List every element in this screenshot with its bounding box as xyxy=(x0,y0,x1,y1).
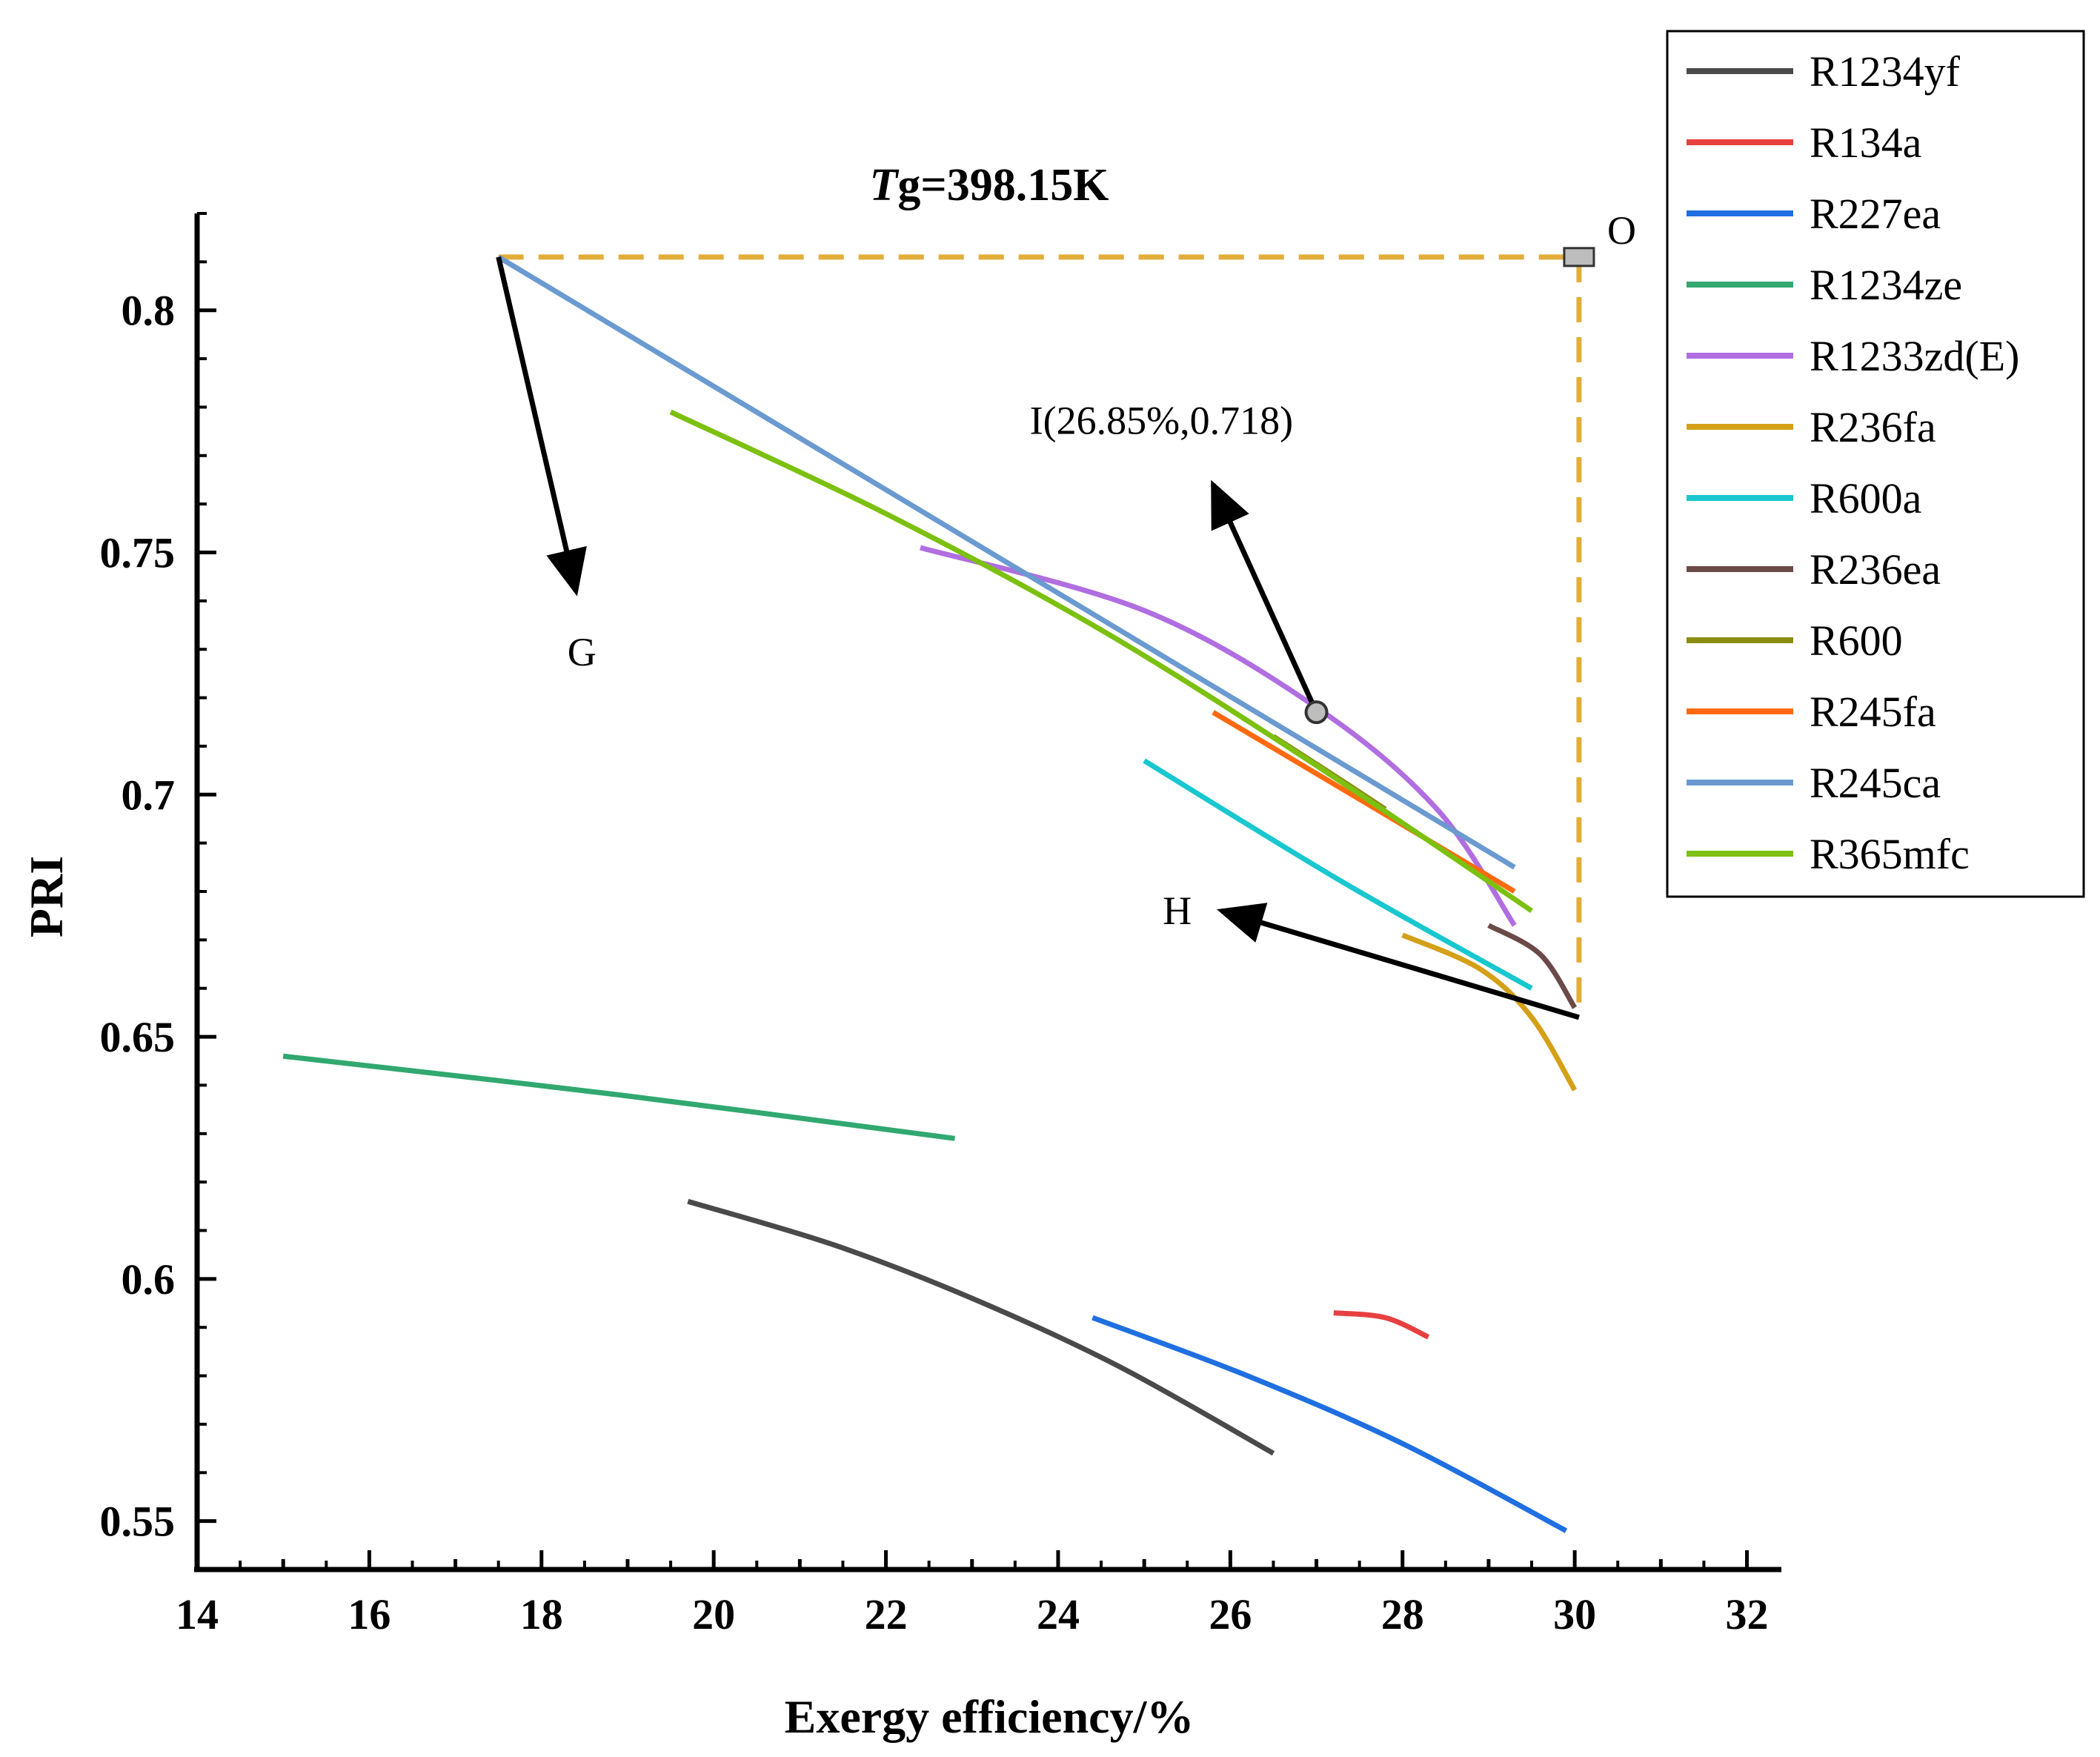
legend-label: R245fa xyxy=(1810,688,1936,736)
legend: R1234yf R134a R227ea R1234ze R1233zd(E) R236f… xyxy=(1687,47,2020,878)
legend-box xyxy=(1666,30,2085,898)
reference-lines xyxy=(498,254,1582,1017)
chart-title: Tg=398.15K xyxy=(870,160,1109,210)
x-tick-label: 26 xyxy=(1209,1590,1252,1638)
y-tick-label: 0.6 xyxy=(122,1255,176,1303)
series-line-r245fa xyxy=(1212,710,1516,894)
x-tick-label: 18 xyxy=(520,1590,563,1638)
y-tick-label: 0.55 xyxy=(100,1498,176,1546)
x-tick-label: 14 xyxy=(176,1590,219,1638)
legend-label: R236ea xyxy=(1810,545,1941,594)
y-tick-label: 0.8 xyxy=(122,287,176,335)
series-line-r245ca xyxy=(496,254,1516,870)
y-axis-title: PRI xyxy=(20,856,73,937)
y-tick-label: 0.7 xyxy=(122,771,176,819)
series-line-r227ea xyxy=(1091,1315,1568,1533)
x-ticks: 14 16 18 20 22 24 26 28 30 32 xyxy=(176,1550,1769,1638)
annotations: G H I(26.85%,0.718) O xyxy=(496,208,1636,1020)
y-ticks: 0.55 0.6 0.65 0.7 0.75 0.8 xyxy=(100,212,216,1571)
arrow-h xyxy=(1217,903,1580,1020)
x-tick-label: 32 xyxy=(1726,1590,1769,1638)
legend-label: R600a xyxy=(1810,474,1921,522)
x-tick-label: 22 xyxy=(865,1590,908,1638)
legend-label: R245ca xyxy=(1810,759,1941,807)
series-lines xyxy=(282,254,1578,1533)
x-tick-label: 30 xyxy=(1553,1590,1596,1638)
x-tick-label: 28 xyxy=(1381,1590,1424,1638)
legend-label: R1234ze xyxy=(1810,261,1962,309)
x-tick-label: 20 xyxy=(692,1590,735,1638)
legend-label: R236fa xyxy=(1810,403,1936,451)
series-line-r1234ze xyxy=(282,1053,955,1141)
series-line-r134a xyxy=(1333,1310,1430,1340)
series-line-r1234yf xyxy=(687,1198,1275,1456)
annotation-label-o: O xyxy=(1607,208,1636,253)
legend-label: R600 xyxy=(1810,617,1903,665)
x-tick-label: 16 xyxy=(348,1590,391,1638)
y-tick-label: 0.75 xyxy=(100,529,176,577)
series-line-r600a xyxy=(1143,758,1533,991)
point-i-marker xyxy=(1304,700,1329,725)
legend-label: R134a xyxy=(1810,119,1921,167)
annotation-label-g: G xyxy=(568,630,597,674)
arrow-i xyxy=(1210,479,1319,714)
legend-label: R227ea xyxy=(1810,190,1941,238)
series-line-r365mfc xyxy=(669,409,1533,914)
legend-label: R1233zd(E) xyxy=(1810,332,2020,380)
series-line-r1233zd-e xyxy=(920,545,1517,927)
point-o-marker xyxy=(1563,247,1595,268)
annotation-label-h: H xyxy=(1163,889,1192,933)
x-axis-title: Exergy efficiency/% xyxy=(785,1690,1194,1743)
legend-label: R1234yf xyxy=(1810,47,1961,96)
series-line-r236ea xyxy=(1487,923,1578,1009)
legend-label: R365mfc xyxy=(1810,830,1970,878)
y-tick-label: 0.65 xyxy=(100,1013,176,1061)
series-line-r236fa xyxy=(1401,932,1578,1092)
arrow-g xyxy=(496,256,587,597)
x-tick-label: 24 xyxy=(1037,1590,1080,1638)
annotation-label-i: I(26.85%,0.718) xyxy=(1030,398,1293,442)
